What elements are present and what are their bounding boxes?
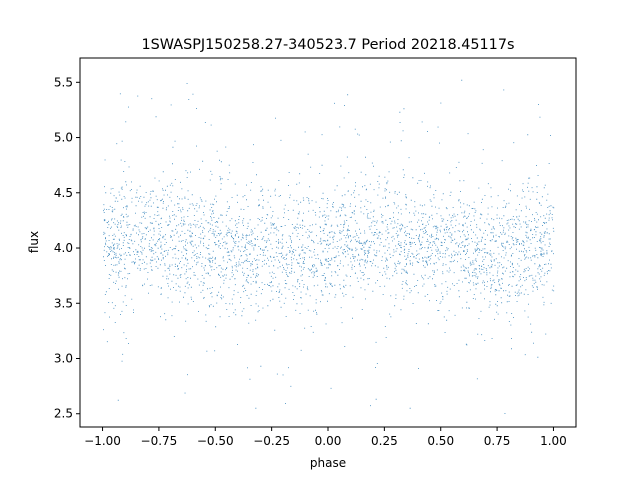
y-tick-label: 4.0 bbox=[54, 241, 73, 255]
y-tick-label: 5.0 bbox=[54, 131, 73, 145]
y-tick-label: 4.5 bbox=[54, 186, 73, 200]
y-tick-label: 5.5 bbox=[54, 75, 73, 89]
x-tick-label: 0.00 bbox=[315, 434, 342, 448]
x-axis: −1.00 −0.75 −0.50 −0.25 0.00 0.25 0.50 0.75 1.00 bbox=[84, 427, 567, 448]
x-axis-label: phase bbox=[310, 456, 346, 470]
x-tick-label: 0.75 bbox=[484, 434, 511, 448]
x-tick-label: −1.00 bbox=[84, 434, 121, 448]
y-tick-label: 3.5 bbox=[54, 296, 73, 310]
y-tick-label: 3.0 bbox=[54, 352, 73, 366]
x-tick-label: 0.25 bbox=[371, 434, 398, 448]
x-tick-label: 0.50 bbox=[427, 434, 454, 448]
x-tick-label: −0.25 bbox=[253, 434, 290, 448]
x-tick-label: 1.00 bbox=[540, 434, 567, 448]
chart-title: 1SWASPJ150258.27-340523.7 Period 20218.4… bbox=[142, 37, 515, 53]
y-axis: 2.5 3.0 3.5 4.0 4.5 5.0 5.5 bbox=[54, 75, 80, 421]
y-axis-label: flux bbox=[27, 231, 41, 253]
x-tick-label: −0.75 bbox=[141, 434, 178, 448]
y-tick-label: 2.5 bbox=[54, 407, 73, 421]
x-tick-label: −0.50 bbox=[197, 434, 234, 448]
